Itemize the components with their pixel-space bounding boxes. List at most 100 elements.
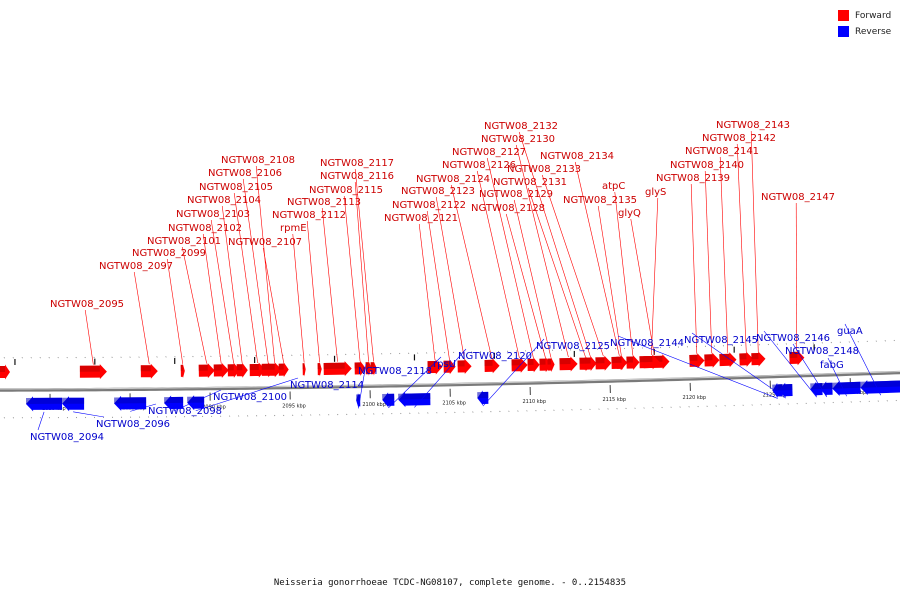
- reverse-gene-ngtw08-2125[interactable]: [477, 390, 489, 406]
- forward-gene-ngtw08-2116-shade: [365, 362, 369, 369]
- forward-gene-ngtw08-2095-label: NGTW08_2095: [50, 299, 124, 310]
- forward-gene-ngtw08-2099-shade: [180, 364, 183, 371]
- reverse-gene-ngtw08-2094[interactable]: [26, 396, 63, 412]
- forward-gene-ngtw08-2132-shade: [584, 357, 591, 364]
- reverse-gene-ngtw08-2144-leader: [617, 335, 778, 399]
- reverse-gene-ngtw08-2098-shade: [114, 397, 147, 404]
- reverse-gene-ngtw08-2148-leader: [792, 343, 827, 398]
- forward-gene-ngtw08-2130[interactable]: [559, 356, 578, 372]
- reverse-gene-ngtw08-2114[interactable]: [187, 395, 205, 411]
- reverse-gene-ngtw08-2118-shade: [356, 394, 361, 401]
- forward-gene-ngtw08-2097-leader: [133, 271, 150, 365]
- forward-gene-ngtw08-2106-label: NGTW08_2106: [208, 168, 282, 179]
- reverse-gene-ngtw08-2144-label: NGTW08_2144: [610, 338, 684, 349]
- reverse-gene-fabg-label: fabG: [820, 360, 844, 371]
- forward-gene-ngtw08-2141[interactable]: [719, 352, 737, 368]
- forward-gene-rpme[interactable]: [302, 361, 306, 377]
- forward-gene-atpc[interactable]: [626, 355, 640, 370]
- forward-gene-ngtw08-2112[interactable]: [317, 361, 322, 377]
- forward-gene-ngtw08-2123-leader: [435, 196, 465, 360]
- forward-gene-ngtw08-2131-shade: [579, 357, 586, 364]
- reverse-gene-ngtw08-2096-leader: [73, 411, 105, 418]
- forward-label: Forward: [855, 10, 892, 21]
- reverse-gene-ngtw08-2114-label: NGTW08_2114: [290, 380, 364, 391]
- reverse-gene-guaa-shade: [860, 380, 900, 388]
- forward-gene-ngtw08-2113-label: NGTW08_2113: [287, 197, 361, 208]
- forward-gene-ngtw08-2101-shade: [198, 364, 208, 371]
- forward-gene-ngtw08-2101[interactable]: [198, 363, 215, 379]
- forward-gene-ngtw08-2102[interactable]: [213, 362, 229, 378]
- forward-gene-ngtw08-2122[interactable]: [443, 359, 456, 375]
- forward-gene-ngtw08-2139[interactable]: [689, 353, 705, 369]
- forward-gene-ngtw08-2117-leader: [354, 168, 374, 362]
- forward-gene-ngtw08-2130-label: NGTW08_2130: [481, 134, 555, 145]
- forward-gene-ngtw08-2131-label: NGTW08_2131: [493, 177, 567, 188]
- forward-gene-ngtw08-2104[interactable]: [236, 362, 248, 378]
- reverse-gene-ngtw08-2098[interactable]: [114, 395, 147, 411]
- forward-gene-ngtw08-2097[interactable]: [140, 363, 158, 379]
- reverse-gene-ngtw08-2120-leader: [414, 348, 467, 408]
- forward-gene-ngtw08-2135-label: NGTW08_2135: [563, 195, 637, 206]
- forward-gene-ngtw08-2140-label: NGTW08_2140: [670, 160, 744, 171]
- forward-gene-ngtw08-2143[interactable]: [751, 351, 766, 367]
- reverse-gene-ngtw08-2094-leader: [37, 411, 45, 431]
- forward-gene-edge[interactable]: [0, 364, 10, 380]
- forward-gene-ngtw08-2134-leader: [574, 161, 620, 356]
- forward-gene-ngtw08-2115[interactable]: [354, 360, 366, 376]
- reverse-gene-guaa[interactable]: [860, 380, 900, 396]
- forward-gene-glyq-label: glyQ: [618, 208, 641, 219]
- forward-gene-ngtw08-2127[interactable]: [527, 357, 540, 373]
- reverse-gene-ngtw08-2118-leader: [358, 363, 367, 409]
- forward-gene-ngtw08-2124-leader: [450, 184, 493, 359]
- forward-gene-ngtw08-2113-shade: [323, 362, 345, 369]
- reverse-gene-fabg[interactable]: [832, 381, 861, 396]
- forward-gene-ngtw08-2124[interactable]: [484, 358, 500, 374]
- reverse-swatch: [838, 26, 849, 37]
- forward-gene-ngtw08-2141-leader: [719, 156, 729, 353]
- forward-gene-ngtw08-2140[interactable]: [704, 352, 720, 368]
- reverse-gene-ngtw08-2148[interactable]: [820, 381, 833, 397]
- forward-gene-ngtw08-2095[interactable]: [79, 364, 107, 380]
- reverse-gene-ngtw08-2096[interactable]: [62, 396, 85, 412]
- forward-gene-ngtw08-2147-shade: [789, 351, 798, 359]
- forward-gene-ngtw08-2104-label: NGTW08_2104: [187, 195, 261, 206]
- forward-gene-ngtw08-2133[interactable]: [595, 355, 612, 371]
- forward-gene-ngtw08-2107[interactable]: [278, 362, 289, 378]
- reverse-gene-ngtw08-2146-label: NGTW08_2146: [756, 333, 830, 344]
- reverse-gene-ngtw08-2148-shade: [820, 382, 833, 390]
- forward-gene-ngtw08-2099[interactable]: [180, 363, 185, 379]
- forward-gene-ngtw08-2129[interactable]: [547, 357, 555, 372]
- reverse-gene-ngtw08-2145[interactable]: [778, 382, 793, 398]
- forward-gene-ngtw08-2147[interactable]: [789, 350, 805, 366]
- forward-gene-ngtw08-2124-label: NGTW08_2124: [416, 174, 490, 185]
- forward-gene-ngtw08-2135[interactable]: [616, 355, 627, 371]
- forward-gene-ngtw08-2117[interactable]: [370, 360, 377, 376]
- forward-gene-ngtw08-2121[interactable]: [427, 359, 443, 375]
- forward-gene-glys-leader: [651, 197, 659, 355]
- forward-gene-ngtw08-2121-leader: [418, 223, 436, 361]
- forward-gene-ngtw08-2105-shade: [249, 364, 259, 371]
- reverse-gene-rpsu[interactable]: [382, 392, 395, 408]
- ruler-tick-label: 2125 kbp: [763, 393, 787, 399]
- reverse-gene-ngtw08-2146-leader: [763, 330, 817, 398]
- forward-gene-ngtw08-2115-leader: [343, 195, 361, 362]
- forward-gene-ngtw08-2113[interactable]: [323, 361, 352, 377]
- forward-gene-ngtw08-2123-label: NGTW08_2123: [401, 186, 475, 197]
- forward-gene-ngtw08-2142[interactable]: [739, 351, 754, 367]
- forward-gene-ngtw08-2108[interactable]: [267, 362, 282, 378]
- forward-gene-ngtw08-2139-shade: [689, 354, 698, 361]
- reverse-gene-ngtw08-2146-shade: [810, 383, 823, 390]
- forward-gene-ngtw08-2127-shade: [527, 358, 534, 365]
- forward-gene-ngtw08-2127-leader: [486, 157, 534, 358]
- forward-gene-ngtw08-2132[interactable]: [584, 356, 597, 371]
- forward-gene-glys[interactable]: [643, 354, 660, 370]
- forward-gene-ngtw08-2143-label: NGTW08_2143: [716, 120, 790, 131]
- forward-gene-ngtw08-2112-label: NGTW08_2112: [272, 210, 346, 221]
- reverse-gene-ngtw08-2125-shade: [477, 391, 489, 399]
- reverse-gene-ngtw08-2120[interactable]: [398, 392, 431, 408]
- reverse-gene-ngtw08-2100[interactable]: [164, 395, 184, 411]
- forward-gene-ngtw08-2123[interactable]: [457, 358, 472, 374]
- reverse-gene-ngtw08-2118-label: NGTW08_2118: [358, 366, 432, 377]
- forward-gene-ngtw08-2116[interactable]: [365, 360, 372, 376]
